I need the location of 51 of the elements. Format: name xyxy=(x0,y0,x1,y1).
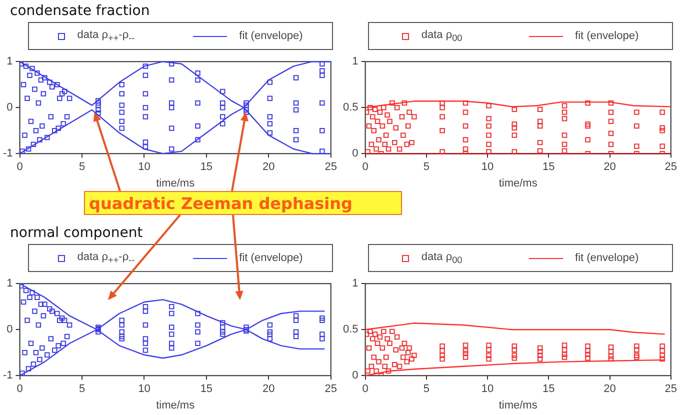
x-tick-label: 25 xyxy=(324,161,338,174)
legend-label: data ρ$_{00}$ xyxy=(421,28,462,44)
x-tick-label: 5 xyxy=(423,161,430,174)
legend-label: fit (envelope) xyxy=(575,30,639,42)
x-tick-label: 0 xyxy=(362,161,368,174)
chart-title: normal component xyxy=(10,225,143,241)
annotation: quadratic Zeeman dephasing xyxy=(84,191,402,215)
x-tick-label: 20 xyxy=(604,161,616,174)
legend-label: fit (envelope) xyxy=(575,252,639,264)
y-tick-label: 1 xyxy=(352,278,358,290)
y-tick-label: 1 xyxy=(352,56,358,68)
x-tick-label: 5 xyxy=(78,161,86,174)
chart-title: condensate fraction xyxy=(10,3,150,19)
x-tick-label: 25 xyxy=(324,383,338,396)
x-tick-label: 0 xyxy=(16,383,23,396)
x-tick-label: 5 xyxy=(423,383,430,396)
x-tick-label: 25 xyxy=(664,161,678,174)
x-tick-label: 20 xyxy=(262,161,275,174)
x-tick-label: 15 xyxy=(542,161,555,174)
y-tick-label: -1 xyxy=(3,370,13,382)
x-tick-label: 10 xyxy=(481,161,494,174)
x-axis-title: time/ms xyxy=(498,177,538,190)
x-tick-label: 10 xyxy=(481,383,494,396)
x-tick-label: 10 xyxy=(138,161,150,174)
x-tick-label: 0 xyxy=(362,383,368,396)
x-tick-label: 15 xyxy=(200,383,213,396)
x-tick-label: 25 xyxy=(664,383,678,396)
y-tick-label: 0 xyxy=(352,370,358,382)
legend-label: fit (envelope) xyxy=(239,252,303,264)
y-tick-label: 0.5 xyxy=(342,324,358,336)
x-tick-label: 20 xyxy=(604,383,616,396)
y-tick-label: 0 xyxy=(352,148,358,160)
y-tick-label: 1 xyxy=(6,56,13,68)
x-axis-title: time/ms xyxy=(156,177,196,190)
x-tick-label: 15 xyxy=(200,161,213,174)
x-axis-title: time/ms xyxy=(498,399,538,412)
legend-label: data ρ$_{++}$-ρ$_{--}$ xyxy=(77,28,135,44)
legend-label: fit (envelope) xyxy=(239,30,303,42)
y-tick-label: 0 xyxy=(6,102,13,114)
x-tick-label: 0 xyxy=(16,161,23,174)
legend-label: data ρ$_{00}$ xyxy=(421,250,462,266)
x-tick-label: 5 xyxy=(78,383,86,396)
y-tick-label: 0.5 xyxy=(342,102,358,114)
y-tick-label: -1 xyxy=(3,148,13,160)
x-tick-label: 15 xyxy=(542,383,555,396)
x-axis-title: time/ms xyxy=(156,399,196,412)
x-tick-label: 10 xyxy=(138,383,150,396)
y-tick-label: 0 xyxy=(6,324,13,336)
legend-label: data ρ$_{++}$-ρ$_{--}$ xyxy=(77,250,135,266)
y-tick-label: 1 xyxy=(6,278,13,290)
x-tick-label: 20 xyxy=(262,383,275,396)
